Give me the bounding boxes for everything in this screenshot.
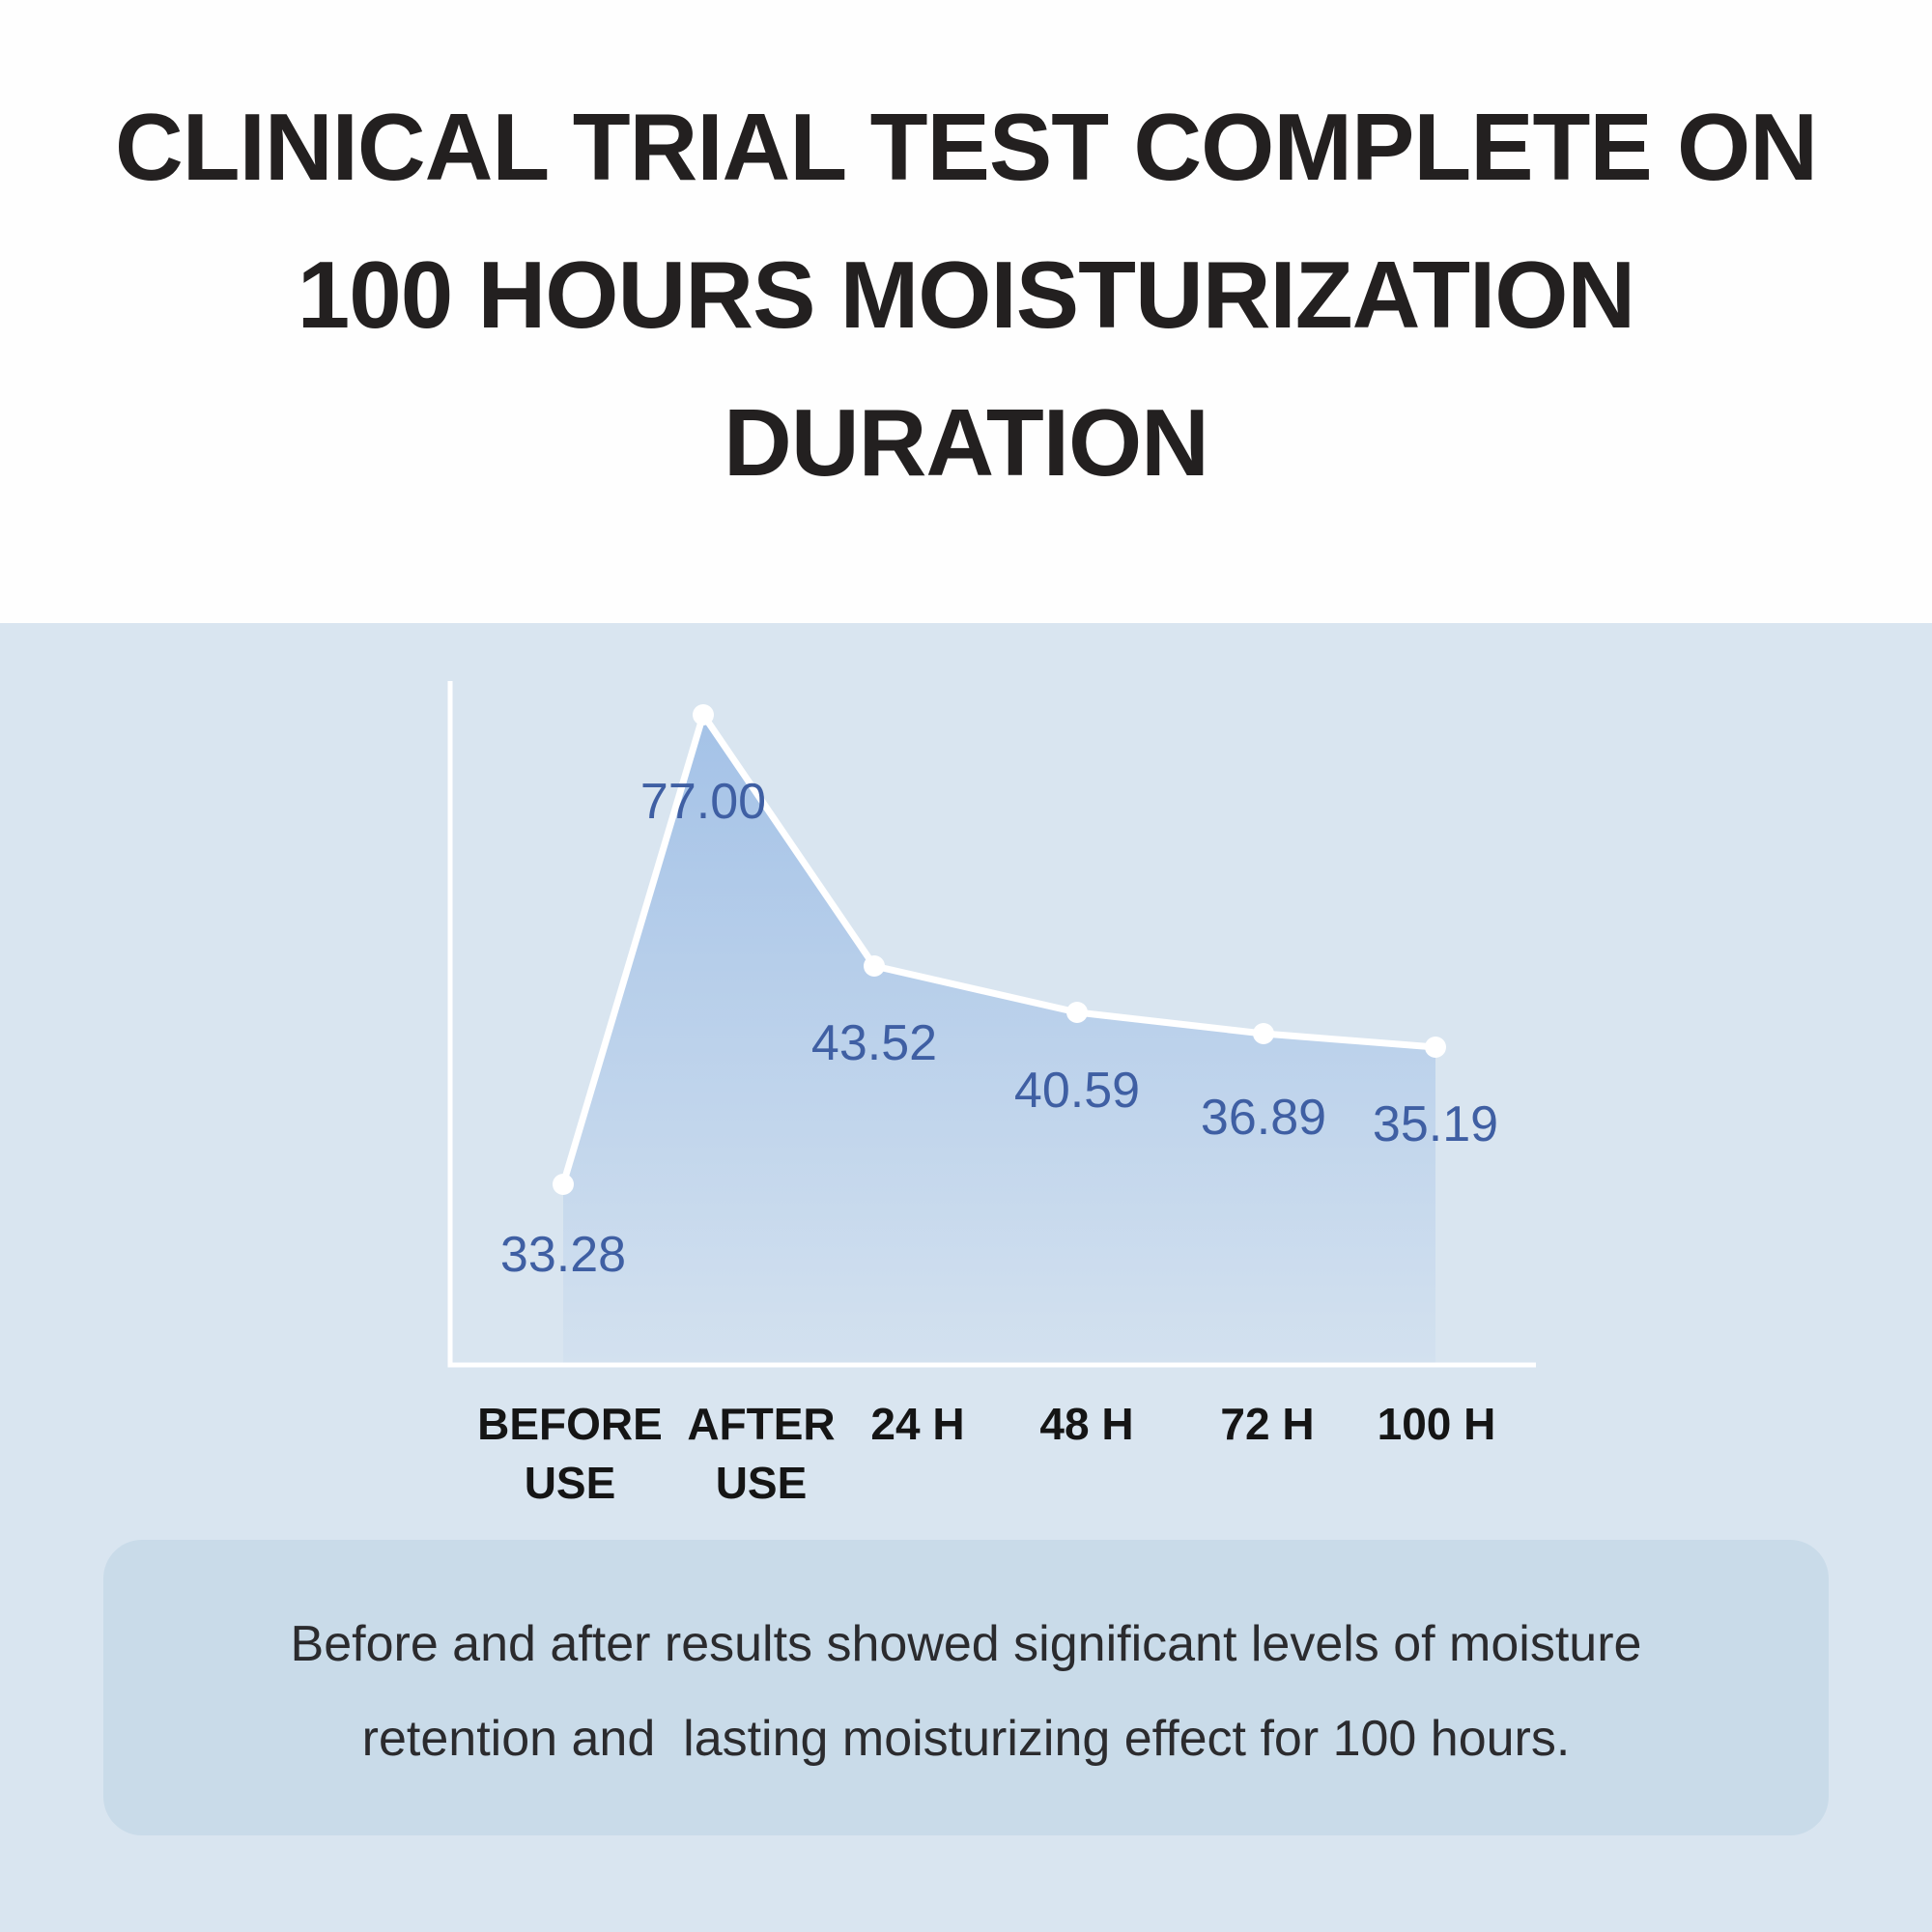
x-axis-label: AFTER USE	[687, 1399, 836, 1508]
data-label: 33.28	[500, 1227, 626, 1283]
page-title: CLINICAL TRIAL TEST COMPLETE ON 100 HOUR…	[0, 0, 1932, 517]
chart-section: 33.28 77.00 43.52 40.59 36.89 35.19 BEFORE US…	[0, 623, 1932, 1932]
data-point-marker	[864, 955, 885, 977]
area-fill	[563, 715, 1435, 1363]
data-point-marker	[693, 704, 714, 725]
description-box: Before and after results showed signific…	[103, 1540, 1829, 1835]
title-line-1: CLINICAL TRIAL TEST COMPLETE ON	[114, 94, 1818, 200]
x-axis-label: 48 H	[1039, 1399, 1134, 1449]
data-label: 77.00	[640, 774, 766, 830]
description-line-2: retention and lasting moisturizing effec…	[361, 1711, 1571, 1767]
x-axis-label: 72 H	[1220, 1399, 1315, 1449]
description-line-1: Before and after results showed signific…	[290, 1616, 1642, 1673]
x-axis-label: BEFORE USE	[477, 1399, 663, 1508]
data-point-marker	[1066, 1002, 1088, 1023]
x-axis-label: 100 H	[1377, 1399, 1496, 1449]
data-label: 35.19	[1373, 1096, 1498, 1152]
title-line-3: DURATION	[724, 388, 1209, 496]
data-point-marker	[553, 1174, 574, 1195]
data-label: 43.52	[811, 1015, 937, 1071]
header: CLINICAL TRIAL TEST COMPLETE ON 100 HOUR…	[0, 0, 1932, 623]
data-line	[559, 711, 1439, 1188]
data-label: 40.59	[1014, 1063, 1140, 1119]
x-axis-label: 24 H	[870, 1399, 965, 1449]
data-point-marker	[1425, 1037, 1446, 1058]
chart-axes	[447, 681, 1536, 1368]
data-label: 36.89	[1201, 1090, 1326, 1146]
data-point-marker	[1253, 1023, 1274, 1044]
title-line-2: 100 HOURS MOISTURIZATION	[297, 241, 1635, 348]
